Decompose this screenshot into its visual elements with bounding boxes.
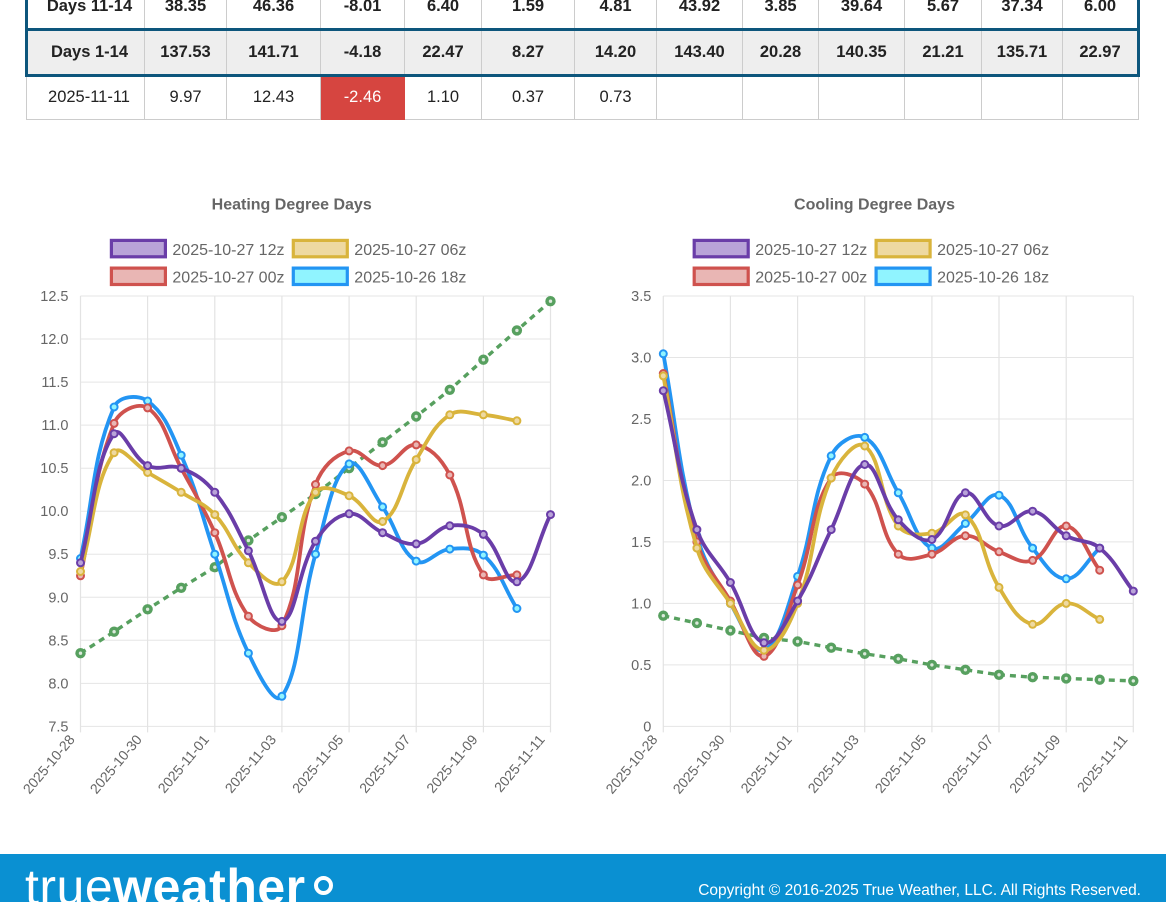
svg-text:2025-11-01: 2025-11-01: [737, 731, 795, 796]
svg-text:2.0: 2.0: [631, 474, 651, 490]
svg-text:2025-10-27 00z: 2025-10-27 00z: [172, 270, 284, 287]
svg-text:2025-10-26 18z: 2025-10-26 18z: [937, 270, 1049, 287]
svg-text:Heating Degree Days: Heating Degree Days: [212, 197, 372, 214]
svg-text:2025-10-27 06z: 2025-10-27 06z: [354, 242, 466, 259]
svg-text:2025-11-05: 2025-11-05: [289, 731, 347, 796]
svg-text:3.0: 3.0: [631, 351, 651, 367]
svg-text:2025-11-09: 2025-11-09: [423, 731, 481, 796]
svg-text:9.5: 9.5: [48, 547, 68, 563]
svg-text:2025-10-27 12z: 2025-10-27 12z: [755, 242, 867, 259]
svg-text:2025-10-27 06z: 2025-10-27 06z: [937, 242, 1049, 259]
svg-text:2025-11-03: 2025-11-03: [222, 731, 280, 796]
svg-text:2025-11-11: 2025-11-11: [491, 731, 548, 795]
svg-text:1.0: 1.0: [631, 596, 651, 612]
svg-text:3.5: 3.5: [631, 289, 651, 305]
svg-text:2025-11-07: 2025-11-07: [939, 731, 997, 796]
svg-text:2025-11-11: 2025-11-11: [1074, 731, 1131, 795]
svg-text:2025-10-30: 2025-10-30: [669, 731, 727, 796]
svg-text:0.5: 0.5: [631, 658, 651, 674]
svg-text:2025-10-27 12z: 2025-10-27 12z: [172, 242, 284, 259]
svg-text:2025-11-05: 2025-11-05: [872, 731, 930, 796]
svg-text:11.5: 11.5: [41, 375, 68, 391]
svg-text:8.0: 8.0: [48, 676, 68, 692]
svg-text:7.5: 7.5: [48, 719, 68, 735]
svg-text:Cooling Degree Days: Cooling Degree Days: [794, 197, 955, 214]
svg-text:2025-11-01: 2025-11-01: [154, 731, 212, 796]
svg-text:2025-11-09: 2025-11-09: [1006, 731, 1064, 796]
svg-text:1.5: 1.5: [631, 535, 651, 551]
svg-text:2025-11-03: 2025-11-03: [804, 731, 862, 796]
svg-text:2025-10-27 00z: 2025-10-27 00z: [755, 270, 867, 287]
svg-text:11.0: 11.0: [41, 418, 68, 434]
svg-text:10.0: 10.0: [40, 504, 68, 520]
svg-text:2.5: 2.5: [631, 412, 651, 428]
svg-text:8.5: 8.5: [48, 633, 68, 649]
svg-text:2025-10-30: 2025-10-30: [87, 731, 145, 796]
svg-text:12.0: 12.0: [40, 332, 68, 348]
svg-text:12.5: 12.5: [40, 289, 68, 305]
svg-text:9.0: 9.0: [48, 590, 68, 606]
svg-text:2025-10-28: 2025-10-28: [20, 731, 78, 796]
svg-text:2025-10-26 18z: 2025-10-26 18z: [354, 270, 466, 287]
svg-text:10.5: 10.5: [40, 461, 68, 477]
svg-text:2025-10-28: 2025-10-28: [602, 731, 660, 796]
svg-text:0: 0: [643, 719, 651, 735]
svg-text:2025-11-07: 2025-11-07: [356, 731, 414, 796]
